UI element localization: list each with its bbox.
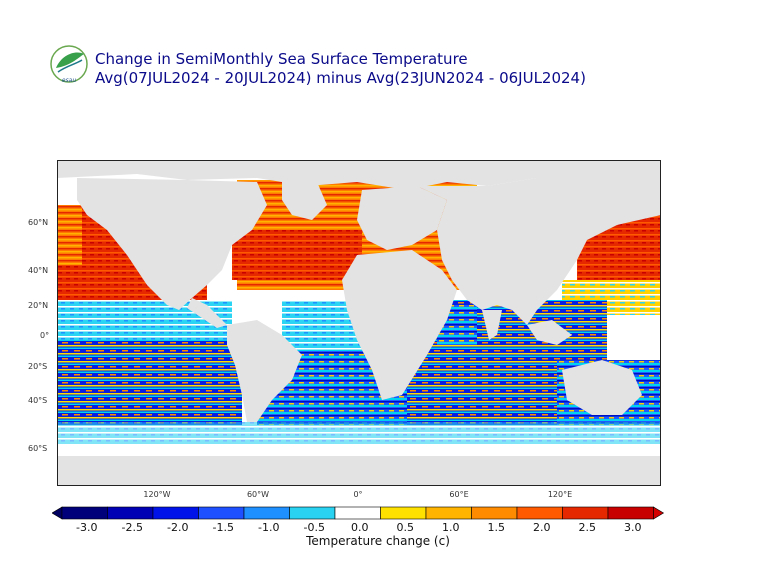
lat-label-40n: 40°N bbox=[28, 266, 49, 275]
europe bbox=[357, 186, 447, 250]
map-title: Change in SemiMonthly Sea Surface Temper… bbox=[95, 50, 468, 68]
sst-change-map bbox=[57, 160, 661, 486]
colorbar-swatch bbox=[380, 506, 427, 520]
south-america bbox=[227, 320, 302, 422]
greenland bbox=[282, 180, 327, 220]
colorbar-swatch bbox=[243, 506, 290, 520]
colorbar-swatch bbox=[516, 506, 563, 520]
colorbar-swatch bbox=[107, 506, 154, 520]
colorbar-title: Temperature change (c) bbox=[306, 534, 450, 548]
lat-label-eq: 0° bbox=[40, 331, 50, 340]
colorbar-tick-label: -0.5 bbox=[303, 521, 325, 534]
australia bbox=[562, 360, 642, 415]
north-pacific-east bbox=[57, 205, 82, 265]
land bbox=[57, 160, 661, 486]
lon-label-0: 0° bbox=[353, 490, 363, 499]
lat-label-20n: 20°N bbox=[28, 301, 49, 310]
colorbar-tick-label: 1.5 bbox=[487, 521, 506, 534]
colorbar-tick-label: 2.0 bbox=[533, 521, 551, 534]
colorbar-swatch bbox=[562, 506, 609, 520]
colorbar-high-extend bbox=[653, 506, 665, 520]
colorbar-tick-label: -2.0 bbox=[167, 521, 189, 534]
antarctica bbox=[57, 456, 661, 486]
svg-text:esau: esau bbox=[62, 77, 76, 84]
colorbar-tick-label: 1.0 bbox=[442, 521, 460, 534]
lon-label-120w: 120°W bbox=[143, 490, 171, 499]
colorbar-swatch bbox=[289, 506, 336, 520]
central-america bbox=[187, 298, 227, 328]
africa bbox=[342, 250, 457, 400]
colorbar-swatch bbox=[334, 506, 381, 520]
lat-label-20s: 20°S bbox=[28, 362, 48, 371]
lon-label-120e: 120°E bbox=[547, 490, 573, 499]
colorbar-tick-label: -1.5 bbox=[212, 521, 234, 534]
south-pacific bbox=[57, 340, 242, 425]
colorbar-tick-label: 0.0 bbox=[351, 521, 369, 534]
southern-ocean bbox=[57, 422, 661, 444]
lon-label-60w: 60°W bbox=[246, 490, 270, 499]
colorbar-tick-label: -1.0 bbox=[258, 521, 280, 534]
colorbar-swatch bbox=[607, 506, 654, 520]
map-frame bbox=[57, 160, 661, 486]
southeast-asia bbox=[527, 320, 572, 345]
lat-label-60s: 60°S bbox=[28, 444, 48, 453]
colorbar-tick-label: 3.0 bbox=[624, 521, 642, 534]
lon-label-60e: 60°E bbox=[449, 490, 469, 499]
colorbar-tick-label: -2.5 bbox=[121, 521, 143, 534]
map-subtitle: Avg(07JUL2024 - 20JUL2024) minus Avg(23J… bbox=[95, 69, 586, 87]
asia bbox=[417, 178, 661, 325]
esau-logo: esau bbox=[50, 45, 88, 84]
colorbar-tick-label: -3.0 bbox=[76, 521, 98, 534]
lat-label-40s: 40°S bbox=[28, 396, 48, 405]
north-atlantic-red bbox=[232, 230, 362, 280]
colorbar bbox=[52, 506, 665, 520]
north-america bbox=[77, 178, 267, 310]
arctic-land bbox=[57, 160, 661, 190]
colorbar-swatch bbox=[425, 506, 472, 520]
india bbox=[482, 310, 502, 340]
colorbar-low-extend bbox=[52, 506, 63, 520]
colorbar-swatch bbox=[152, 506, 199, 520]
colorbar-swatch bbox=[61, 506, 108, 520]
colorbar-swatch bbox=[471, 506, 518, 520]
colorbar-tick-label: 2.5 bbox=[578, 521, 597, 534]
colorbar-tick-label: 0.5 bbox=[396, 521, 415, 534]
colorbar-swatch bbox=[198, 506, 245, 520]
lat-label-60n: 60°N bbox=[28, 218, 49, 227]
